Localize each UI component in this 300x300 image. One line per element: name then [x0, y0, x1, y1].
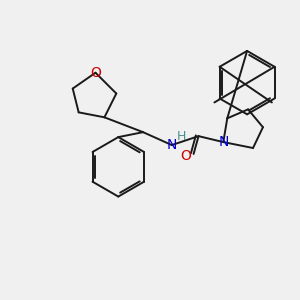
Text: N: N	[167, 138, 177, 152]
Text: O: O	[180, 149, 191, 163]
Text: N: N	[218, 135, 229, 149]
Text: O: O	[90, 66, 101, 80]
Text: H: H	[177, 130, 186, 142]
